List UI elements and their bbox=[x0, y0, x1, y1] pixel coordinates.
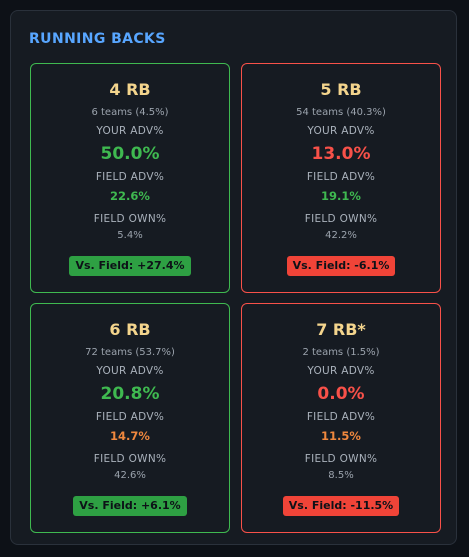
card-4-rb: 4 RB 6 teams (4.5%) YOUR ADV% 50.0% FIEL… bbox=[30, 63, 230, 293]
vs-field-badge: Vs. Field: +27.4% bbox=[69, 256, 191, 276]
your-adv-value: 13.0% bbox=[311, 144, 371, 164]
your-adv-label: YOUR ADV% bbox=[307, 125, 375, 137]
card-5-rb: 5 RB 54 teams (40.3%) YOUR ADV% 13.0% FI… bbox=[241, 63, 441, 293]
field-adv-label: FIELD ADV% bbox=[306, 411, 376, 423]
field-own-label: FIELD OWN% bbox=[304, 213, 378, 225]
your-adv-value: 20.8% bbox=[100, 384, 160, 404]
teams-count: 72 teams (53.7%) bbox=[85, 347, 175, 358]
field-adv-value: 14.7% bbox=[110, 429, 150, 443]
vs-field-badge: Vs. Field: -11.5% bbox=[282, 496, 400, 516]
your-adv-value: 0.0% bbox=[317, 384, 365, 404]
field-adv-value: 11.5% bbox=[321, 429, 361, 443]
field-own-value: 42.6% bbox=[114, 470, 146, 481]
teams-count: 2 teams (1.5%) bbox=[302, 347, 380, 358]
field-adv-label: FIELD ADV% bbox=[95, 171, 165, 183]
field-adv-label: FIELD ADV% bbox=[306, 171, 376, 183]
card-7-rb: 7 RB* 2 teams (1.5%) YOUR ADV% 0.0% FIEL… bbox=[241, 303, 441, 533]
card-title: 6 RB bbox=[109, 320, 151, 339]
your-adv-label: YOUR ADV% bbox=[96, 125, 164, 137]
running-backs-panel: RUNNING BACKS 4 RB 6 teams (4.5%) YOUR A… bbox=[10, 10, 457, 545]
your-adv-label: YOUR ADV% bbox=[96, 365, 164, 377]
vs-field-badge: Vs. Field: -6.1% bbox=[286, 256, 396, 276]
teams-count: 6 teams (4.5%) bbox=[91, 107, 169, 118]
card-title: 7 RB* bbox=[316, 320, 366, 339]
field-adv-value: 22.6% bbox=[110, 189, 150, 203]
field-own-value: 5.4% bbox=[117, 230, 143, 241]
card-6-rb: 6 RB 72 teams (53.7%) YOUR ADV% 20.8% FI… bbox=[30, 303, 230, 533]
field-adv-label: FIELD ADV% bbox=[95, 411, 165, 423]
vs-field-badge: Vs. Field: +6.1% bbox=[73, 496, 187, 516]
field-own-label: FIELD OWN% bbox=[93, 213, 167, 225]
teams-count: 54 teams (40.3%) bbox=[296, 107, 386, 118]
field-own-label: FIELD OWN% bbox=[304, 453, 378, 465]
field-own-value: 42.2% bbox=[325, 230, 357, 241]
field-own-label: FIELD OWN% bbox=[93, 453, 167, 465]
your-adv-label: YOUR ADV% bbox=[307, 365, 375, 377]
field-own-value: 8.5% bbox=[328, 470, 354, 481]
card-title: 4 RB bbox=[109, 80, 151, 99]
your-adv-value: 50.0% bbox=[100, 144, 160, 164]
section-title: RUNNING BACKS bbox=[29, 31, 166, 47]
field-adv-value: 19.1% bbox=[321, 189, 361, 203]
card-title: 5 RB bbox=[320, 80, 362, 99]
